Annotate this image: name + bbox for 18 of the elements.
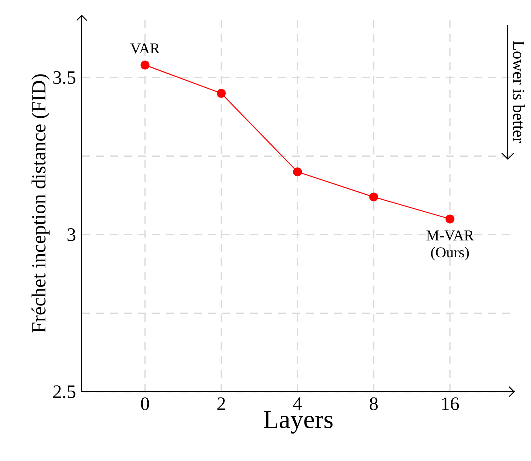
point: [446, 214, 455, 224]
annotation: Lower is better: [513, 41, 526, 144]
point: [369, 192, 378, 202]
x-tick-label: 8: [370, 398, 378, 410]
annotation: VAR: [130, 44, 160, 54]
point: [217, 89, 226, 98]
y-tick-label: 3: [68, 228, 76, 242]
annotation: M-VAR (Ours): [426, 230, 474, 261]
x-tick-label: 0: [141, 398, 150, 410]
point: [293, 168, 302, 177]
y-tick-label: 3.5: [54, 71, 76, 84]
y-tick-label: 2.5: [54, 386, 76, 398]
point: [140, 60, 150, 70]
x-tick-label: 2: [218, 398, 226, 410]
x-axis-title: Layers: [264, 411, 333, 434]
x-tick-label: 4: [293, 398, 302, 410]
y-axis-title: Fréchet inception distance (FID): [32, 74, 50, 333]
x-tick-label: 16: [442, 398, 460, 410]
